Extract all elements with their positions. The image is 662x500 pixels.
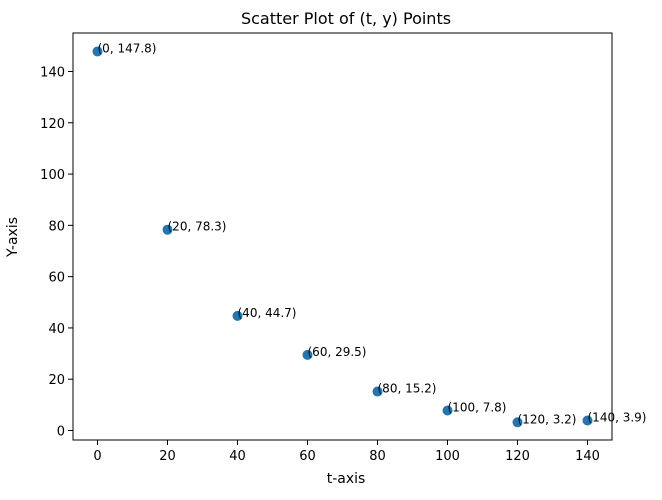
x-tick-label: 120 [505, 449, 530, 464]
data-label: (20, 78.3) [168, 220, 227, 234]
data-label: (120, 3.2) [518, 412, 577, 426]
x-tick-label: 20 [159, 449, 176, 464]
y-tick-label: 40 [48, 322, 65, 337]
y-tick-label: 0 [57, 425, 65, 440]
data-point [512, 417, 523, 428]
x-tick-label: 0 [93, 449, 101, 464]
plot-frame [72, 32, 613, 441]
data-label: (40, 44.7) [238, 306, 297, 320]
data-label: (140, 3.9) [588, 411, 647, 425]
y-tick-label: 60 [48, 271, 65, 286]
y-axis-label: Y-axis [5, 217, 21, 258]
data-point [582, 415, 593, 426]
x-tick-label: 140 [575, 449, 600, 464]
chart-title: Scatter Plot of (t, y) Points [241, 9, 451, 28]
plot-area: 0 20 40 60 80 100 120 140 0 20 40 60 80 100 120 140 (0, … [40, 32, 647, 464]
data-point [92, 46, 103, 57]
y-tick-label: 20 [48, 373, 65, 388]
x-axis-label: t-axis [327, 471, 366, 487]
data-label: (80, 15.2) [378, 382, 437, 396]
y-tick-label: 100 [40, 168, 65, 183]
y-tick-label: 120 [40, 117, 65, 132]
data-point [232, 310, 243, 321]
data-point [302, 349, 313, 360]
x-tick-label: 40 [229, 449, 246, 464]
data-label: (60, 29.5) [308, 345, 367, 359]
data-point [372, 386, 383, 397]
data-label: (100, 7.8) [448, 401, 507, 415]
data-label: (0, 147.8) [98, 41, 157, 55]
x-tick-label: 100 [435, 449, 460, 464]
y-tick-label: 140 [40, 65, 65, 80]
data-point [162, 224, 173, 235]
x-tick-label: 60 [299, 449, 316, 464]
data-point [442, 405, 453, 416]
y-tick-label: 80 [48, 219, 65, 234]
x-tick-label: 80 [369, 449, 386, 464]
